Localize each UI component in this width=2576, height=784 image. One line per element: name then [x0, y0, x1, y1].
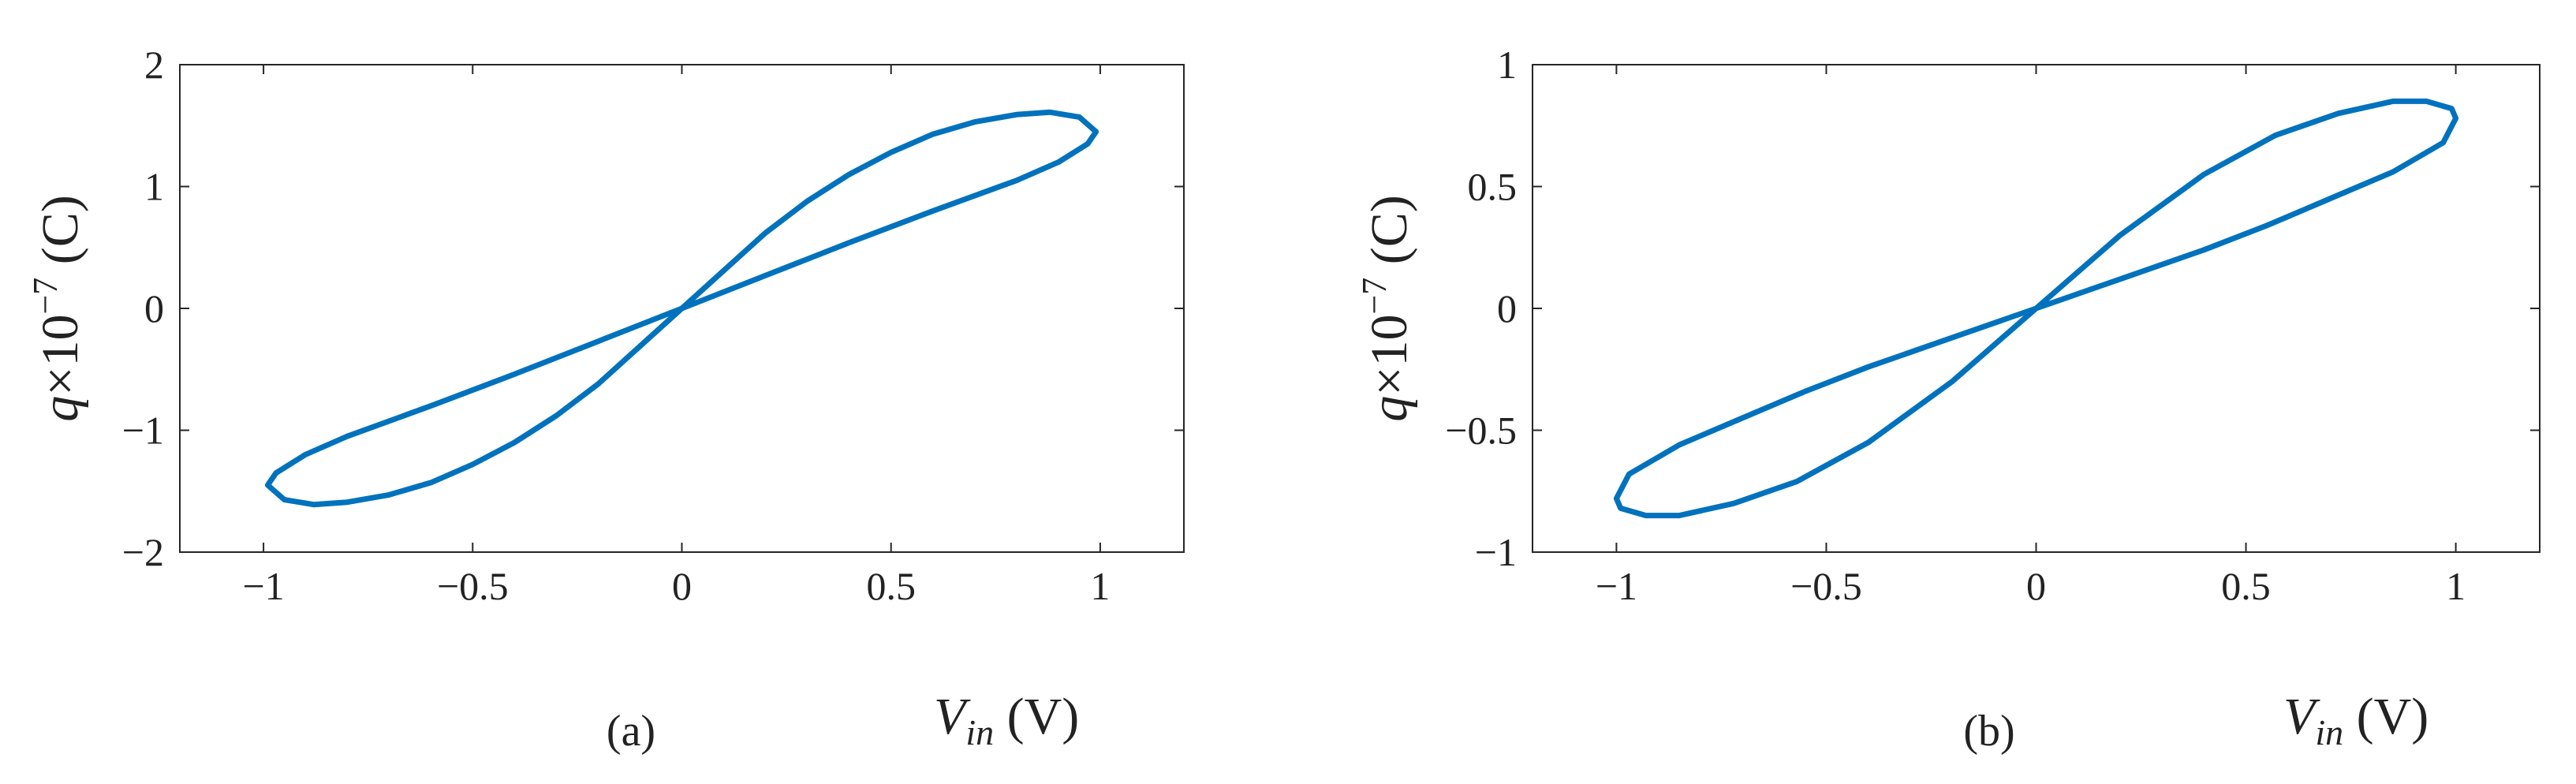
y-axis-label-multiplier: ×10 — [1361, 315, 1418, 396]
x-tick-label: 0 — [2026, 564, 2046, 608]
y-axis-label-unit: (C) — [1361, 195, 1418, 277]
y-tick-label: 1 — [144, 165, 164, 209]
y-axis-label: q×10−7 (C) — [26, 195, 89, 422]
chart-panel-b: −1 −0.5 0 0.5 1−1−0.500.51q×10−7 (C)Vin (V)(… — [1355, 43, 2541, 756]
chart-panel-a: −1 −0.5 0 0.5 1 −2 −1 0 1 2 q×10−7 (C) Vin (V) (a) — [26, 43, 1185, 756]
x-axis-label-unit: (V) — [994, 688, 1079, 745]
x-axis-label-subscript: in — [2315, 712, 2343, 752]
x-axis-label-symbol: V — [2283, 688, 2320, 745]
y-axis-label-symbol: q — [1361, 396, 1418, 422]
hysteresis-loop-line — [1613, 98, 2459, 519]
y-axis-label-exponent: −7 — [26, 278, 65, 315]
x-tick-label: −0.5 — [1790, 564, 1862, 608]
y-tick-label: −0.5 — [1445, 409, 1517, 453]
y-axis-label-symbol: q — [32, 396, 89, 422]
x-tick-label: 0.5 — [866, 564, 916, 608]
y-axis-label-multiplier: ×10 — [32, 315, 89, 396]
x-tick-label: 1 — [2446, 564, 2466, 608]
y-tick-label: −1 — [1475, 530, 1517, 574]
y-tick-label: 2 — [144, 43, 164, 87]
y-axis-label-unit: (C) — [32, 195, 89, 277]
x-axis-label-symbol: V — [934, 688, 971, 745]
hysteresis-loop-line — [264, 109, 1099, 508]
y-tick-label: 0.5 — [1468, 165, 1518, 209]
x-tick-label: 1 — [1090, 564, 1110, 608]
x-tick-label: −1 — [242, 564, 284, 608]
y-axis-label-exponent: −7 — [1355, 278, 1394, 315]
x-axis-label-subscript: in — [965, 712, 994, 752]
x-axis-label-unit: (V) — [2343, 688, 2429, 745]
x-tick-label: 0.5 — [2221, 564, 2271, 608]
panel-label: (a) — [607, 707, 655, 756]
y-tick-label: 1 — [1497, 43, 1517, 87]
x-tick-label: −1 — [1596, 564, 1637, 608]
y-tick-label: 0 — [1497, 286, 1517, 330]
y-axis-label: q×10−7 (C) — [1355, 195, 1418, 422]
x-tick-label: 0 — [672, 564, 692, 608]
y-tick-label: 0 — [144, 286, 164, 330]
x-axis-label: Vin (V) — [2283, 688, 2429, 752]
x-tick-label: −0.5 — [437, 564, 509, 608]
x-axis-label: Vin (V) — [934, 688, 1079, 752]
y-tick-label: −2 — [122, 530, 164, 574]
panel-label: (b) — [1963, 707, 2014, 756]
y-tick-label: −1 — [122, 409, 164, 453]
